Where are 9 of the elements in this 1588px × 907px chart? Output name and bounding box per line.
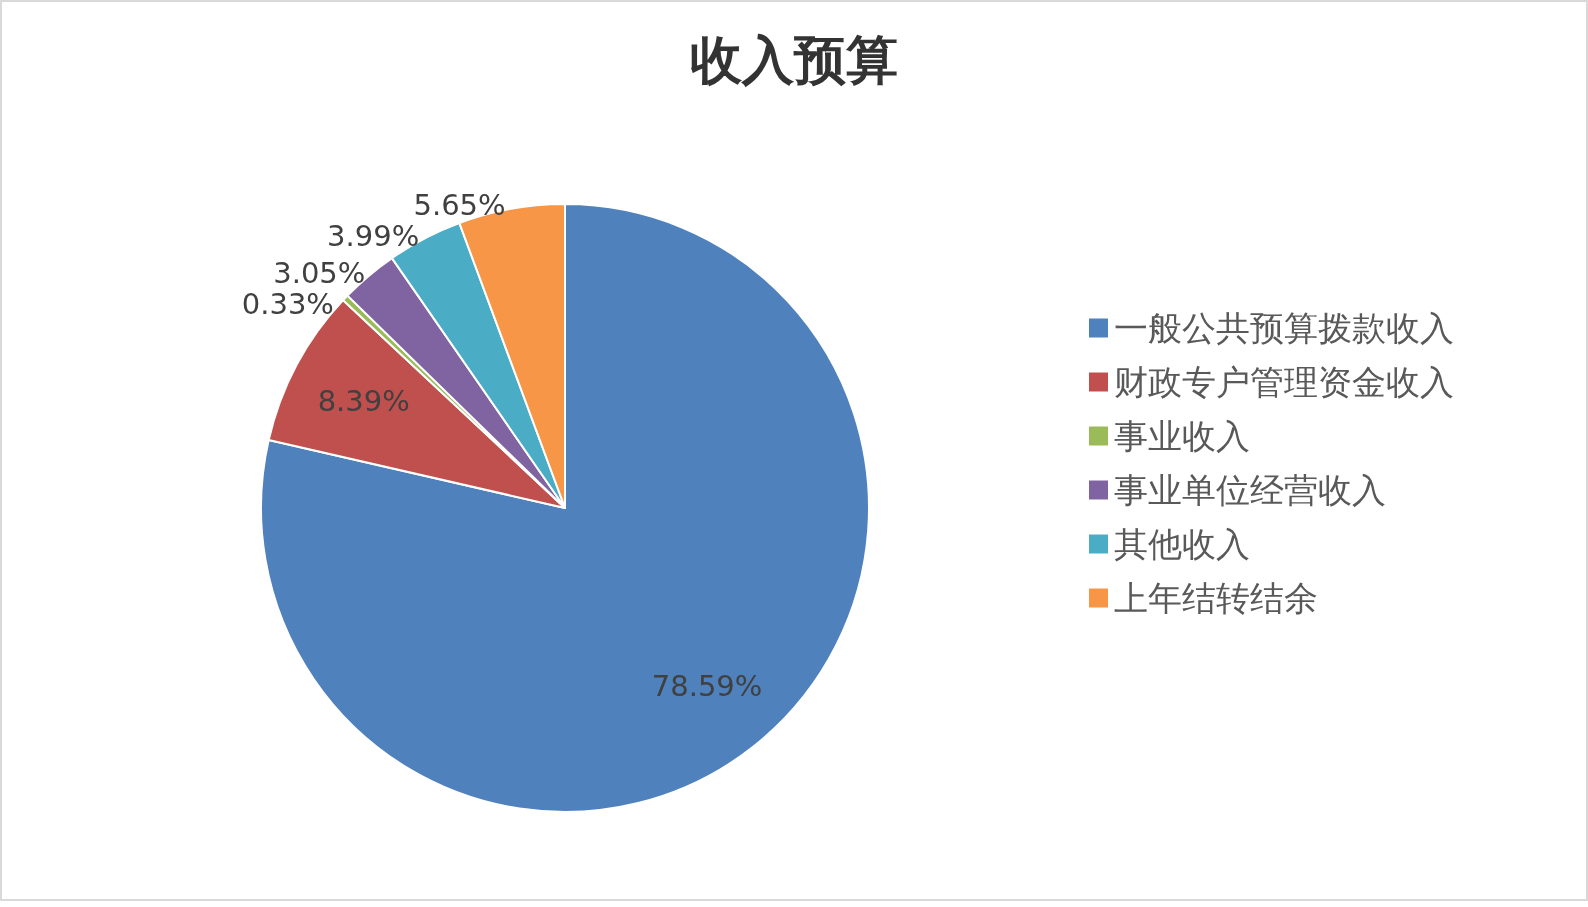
- data-label: 8.39%: [317, 383, 410, 418]
- legend-label: 事业收入: [1114, 416, 1250, 456]
- legend-label: 事业单位经营收入: [1114, 470, 1386, 510]
- legend-label: 上年结转结余: [1114, 578, 1318, 618]
- data-label: 78.59%: [651, 669, 763, 704]
- legend-label: 其他收入: [1114, 524, 1250, 564]
- chart-title: 收入预算: [690, 28, 898, 90]
- legend-label: 一般公共预算拨款收入: [1114, 308, 1454, 348]
- legend-label: 财政专户管理资金收入: [1114, 362, 1454, 402]
